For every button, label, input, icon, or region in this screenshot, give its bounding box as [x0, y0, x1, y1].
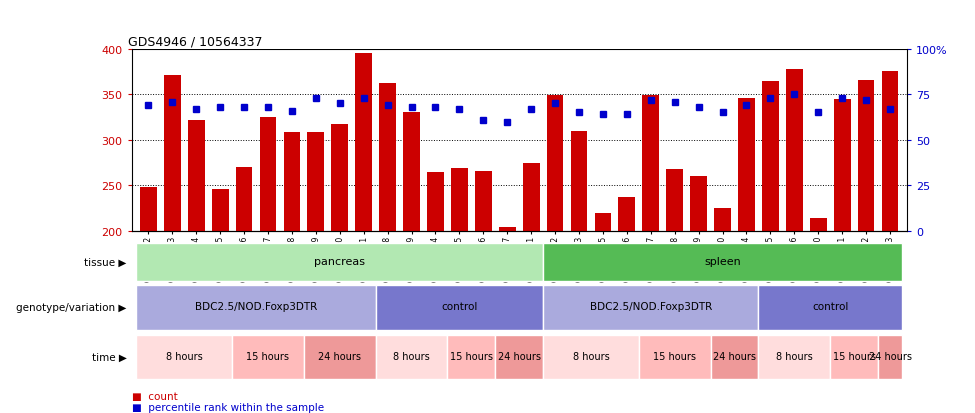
Text: GDS4946 / 10564337: GDS4946 / 10564337 — [128, 36, 262, 48]
Bar — [403, 113, 420, 231]
Text: 15 hours: 15 hours — [449, 351, 492, 361]
Bar — [495, 335, 543, 380]
Bar — [830, 335, 878, 380]
Text: 24 hours: 24 hours — [318, 351, 362, 361]
Text: spleen: spleen — [704, 256, 741, 266]
Bar — [136, 244, 543, 281]
Bar — [714, 209, 731, 231]
Bar — [259, 118, 276, 231]
Bar — [595, 213, 611, 231]
Bar — [858, 81, 875, 231]
Bar — [499, 228, 516, 231]
Bar — [136, 335, 232, 380]
Bar — [543, 244, 902, 281]
Bar — [355, 54, 372, 231]
Bar — [738, 99, 755, 231]
Bar — [427, 172, 444, 231]
Text: control: control — [442, 302, 478, 312]
Bar — [643, 96, 659, 231]
Bar — [881, 72, 898, 231]
Bar — [475, 171, 491, 231]
Bar — [690, 177, 707, 231]
Bar — [711, 335, 759, 380]
Bar — [188, 121, 205, 231]
Text: 8 hours: 8 hours — [776, 351, 813, 361]
Text: time ▶: time ▶ — [92, 352, 127, 362]
Bar — [878, 335, 902, 380]
Text: tissue ▶: tissue ▶ — [85, 257, 127, 267]
Bar — [451, 169, 468, 231]
Bar — [759, 335, 830, 380]
Text: control: control — [812, 302, 848, 312]
Text: 15 hours: 15 hours — [247, 351, 290, 361]
Bar — [304, 335, 375, 380]
Bar — [332, 125, 348, 231]
Bar — [140, 188, 157, 231]
Bar — [543, 335, 639, 380]
Bar — [375, 285, 543, 330]
Text: genotype/variation ▶: genotype/variation ▶ — [17, 303, 127, 313]
Bar — [375, 335, 448, 380]
Bar — [307, 132, 325, 231]
Bar — [759, 285, 902, 330]
Text: 24 hours: 24 hours — [497, 351, 541, 361]
Bar — [136, 285, 375, 330]
Bar — [232, 335, 304, 380]
Bar — [379, 84, 396, 231]
Bar — [543, 285, 759, 330]
Bar — [762, 81, 779, 231]
Bar — [810, 218, 827, 231]
Bar — [834, 100, 850, 231]
Text: BDC2.5/NOD.Foxp3DTR: BDC2.5/NOD.Foxp3DTR — [590, 302, 712, 312]
Bar — [523, 163, 539, 231]
Text: 24 hours: 24 hours — [713, 351, 756, 361]
Text: ■  count: ■ count — [132, 392, 177, 401]
Text: 8 hours: 8 hours — [393, 351, 430, 361]
Text: pancreas: pancreas — [314, 256, 366, 266]
Text: ■  percentile rank within the sample: ■ percentile rank within the sample — [132, 402, 324, 412]
Text: 15 hours: 15 hours — [653, 351, 696, 361]
Bar — [236, 168, 253, 231]
Text: 8 hours: 8 hours — [166, 351, 203, 361]
Bar — [284, 133, 300, 231]
Bar — [618, 198, 636, 231]
Text: 8 hours: 8 hours — [572, 351, 609, 361]
Bar — [639, 335, 711, 380]
Bar — [570, 131, 587, 231]
Text: 15 hours: 15 hours — [833, 351, 876, 361]
Bar — [786, 69, 802, 231]
Bar — [547, 96, 564, 231]
Text: BDC2.5/NOD.Foxp3DTR: BDC2.5/NOD.Foxp3DTR — [195, 302, 317, 312]
Bar — [212, 190, 228, 231]
Bar — [164, 76, 180, 231]
Bar — [448, 335, 495, 380]
Text: 24 hours: 24 hours — [869, 351, 912, 361]
Bar — [666, 169, 683, 231]
